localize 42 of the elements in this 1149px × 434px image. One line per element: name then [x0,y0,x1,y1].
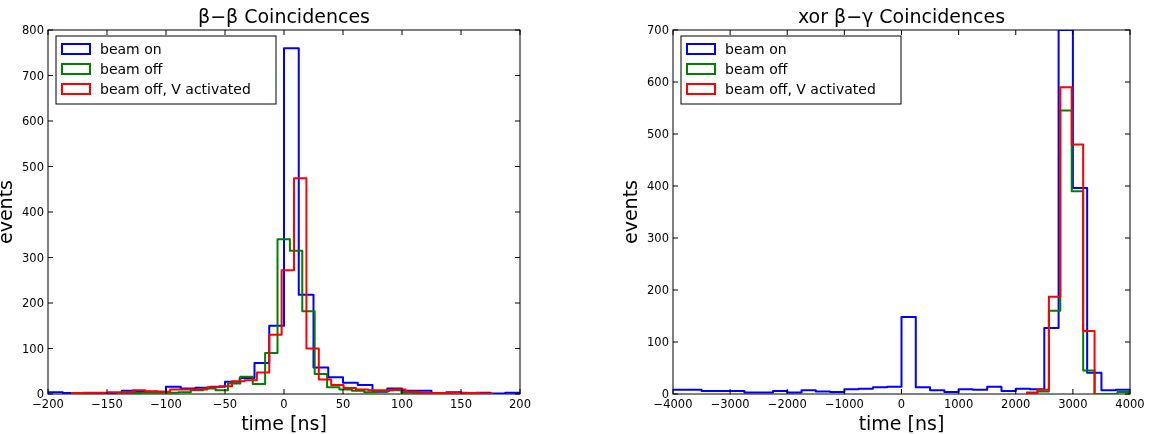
legend-label: beam off, V activated [100,81,251,97]
legend-label: beam off, V activated [725,81,876,97]
x-axis-title: time [ns] [241,412,327,434]
y-tick-label: 700 [647,23,669,37]
y-tick-label: 500 [22,159,44,174]
y-tick-label: 800 [22,23,44,37]
y-tick-label: 600 [22,114,44,128]
y-tick-label: 400 [22,205,44,219]
x-axis-title: time [ns] [858,412,945,434]
x-tick-label: −50 [212,397,238,411]
y-tick-label: 100 [22,341,44,356]
x-tick-label: 4000 [1115,397,1145,411]
y-tick-label: 500 [647,127,669,141]
x-tick-label: 2000 [1001,397,1031,411]
legend-label: beam on [100,41,162,57]
y-tick-label: 100 [647,335,669,349]
y-axis-title: events [619,179,641,245]
legend-label: beam on [725,41,787,57]
x-tick-label: −2000 [767,397,807,411]
x-tick-label: −3000 [710,397,750,411]
y-tick-label: 300 [647,231,669,245]
y-tick-label: 600 [647,75,669,89]
x-tick-label: 3000 [1058,397,1088,411]
x-tick-label: 100 [391,397,413,411]
chart-title: xor β−γ Coincidences [797,5,1006,27]
x-tick-label: −1000 [824,397,864,411]
x-tick-label: 150 [450,397,472,411]
x-tick-label: 0 [897,397,906,411]
y-tick-label: 400 [647,179,669,193]
y-tick-label: 700 [22,68,44,83]
y-tick-label: 200 [647,283,669,297]
x-tick-label: −100 [150,397,182,411]
y-tick-label: 200 [22,296,44,310]
x-tick-label: 1000 [943,397,974,411]
chart-title: β−β Coincidences [198,5,370,27]
x-tick-label: 0 [280,397,288,411]
legend-label: beam off [725,61,788,77]
y-tick-label: 300 [22,250,44,265]
x-tick-label: −150 [91,397,123,411]
legend-label: beam off [100,61,163,77]
x-tick-label: 50 [335,397,351,411]
x-tick-label: 200 [509,397,531,411]
